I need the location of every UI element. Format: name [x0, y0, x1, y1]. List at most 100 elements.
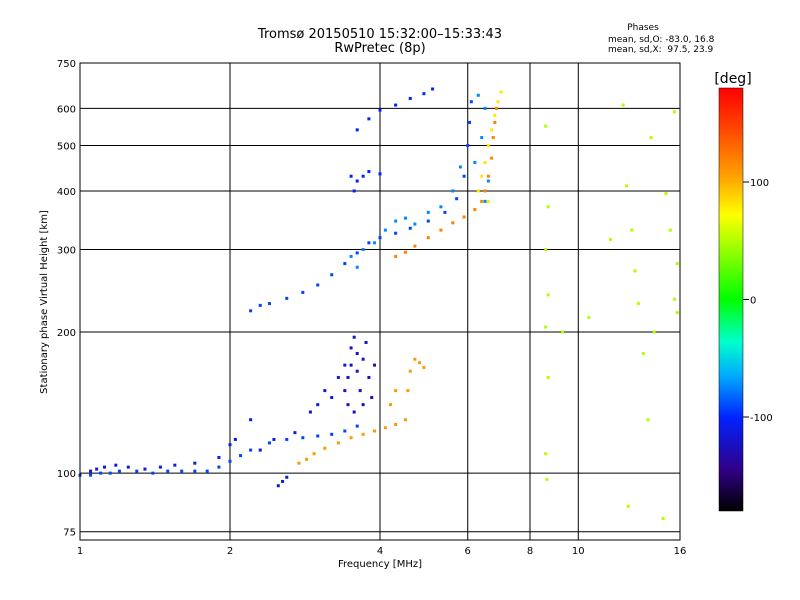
data-point: [352, 335, 356, 339]
data-point: [323, 446, 327, 450]
data-point: [276, 484, 280, 488]
data-point: [89, 469, 93, 473]
data-point: [413, 222, 417, 226]
data-point: [272, 437, 276, 441]
data-point: [367, 375, 371, 379]
data-point: [355, 424, 359, 428]
data-point: [367, 170, 371, 174]
data-point: [394, 422, 398, 426]
data-point: [652, 330, 656, 334]
x-axis-label: Frequency [MHz]: [338, 559, 422, 570]
data-point: [173, 463, 177, 467]
data-point: [355, 128, 359, 132]
y-tick-label: 200: [57, 328, 76, 339]
data-point: [267, 441, 271, 445]
data-point: [352, 410, 356, 414]
data-point: [486, 144, 490, 148]
data-point: [316, 283, 320, 287]
data-point: [249, 418, 253, 422]
x-tick-label: 8: [527, 546, 533, 557]
y-tick-label: 750: [57, 59, 76, 70]
data-point: [355, 369, 359, 373]
data-point: [361, 357, 365, 361]
data-point: [480, 136, 484, 140]
data-point: [480, 199, 484, 203]
data-point: [544, 248, 548, 252]
data-point: [346, 403, 350, 407]
data-point: [95, 467, 99, 471]
data-point: [355, 351, 359, 355]
data-point: [403, 418, 407, 422]
data-point: [439, 228, 443, 232]
data-point: [205, 469, 209, 473]
data-point: [293, 431, 297, 435]
data-point: [126, 465, 130, 469]
data-point: [217, 455, 221, 459]
data-point: [383, 426, 387, 430]
data-point: [158, 465, 162, 469]
data-point: [143, 467, 147, 471]
data-point: [661, 517, 665, 521]
data-point: [499, 90, 503, 94]
data-point: [312, 452, 316, 456]
data-point: [108, 471, 112, 475]
data-point: [217, 465, 221, 469]
data-point: [114, 463, 118, 467]
data-point: [486, 174, 490, 178]
data-point: [587, 315, 591, 319]
data-point: [483, 189, 487, 193]
data-point: [394, 254, 398, 258]
data-point: [406, 389, 410, 393]
data-point: [258, 448, 262, 452]
data-point: [486, 179, 490, 183]
data-point: [151, 471, 155, 475]
data-point: [626, 504, 630, 508]
data-point: [135, 469, 139, 473]
data-point: [103, 465, 107, 469]
data-point: [439, 205, 443, 209]
data-point: [546, 205, 550, 209]
data-point: [301, 436, 305, 440]
data-point: [451, 221, 455, 225]
data-point: [625, 184, 629, 188]
data-point: [483, 161, 487, 165]
data-point: [486, 199, 490, 203]
data-point: [462, 215, 466, 219]
data-point: [496, 100, 500, 104]
data-point: [476, 93, 480, 97]
data-point: [561, 330, 565, 334]
data-point: [544, 452, 548, 456]
data-point: [546, 375, 550, 379]
data-point: [491, 136, 495, 140]
data-point: [305, 457, 309, 461]
data-point: [544, 124, 548, 128]
data-point: [316, 434, 320, 438]
data-point: [545, 477, 549, 481]
data-point: [673, 297, 677, 301]
data-point: [336, 375, 340, 379]
data-point: [473, 161, 477, 165]
chart-subtitle: RwPretec (8p): [334, 41, 425, 56]
data-point: [636, 302, 640, 306]
stats-x-line: mean, sd,X: 97.5, 23.9: [608, 45, 714, 55]
data-point: [367, 241, 371, 245]
data-point: [451, 189, 455, 193]
y-tick-label: 100: [57, 469, 76, 480]
data-point: [355, 251, 359, 255]
data-point: [490, 156, 494, 160]
data-points: [78, 87, 679, 521]
data-point: [403, 250, 407, 254]
colorbar-gradient: [718, 87, 744, 512]
colorbar-label: [deg]: [714, 71, 751, 87]
data-point: [89, 473, 93, 477]
data-point: [408, 226, 412, 230]
data-point: [378, 172, 382, 176]
data-point: [673, 110, 677, 114]
y-tick-label: 500: [57, 142, 76, 153]
data-point: [330, 396, 334, 400]
data-point: [493, 120, 497, 124]
data-point: [99, 471, 103, 475]
y-axis-label: Stationary phase Virtual Height [km]: [39, 210, 50, 394]
colorbar-tick-label: -100: [750, 413, 773, 424]
